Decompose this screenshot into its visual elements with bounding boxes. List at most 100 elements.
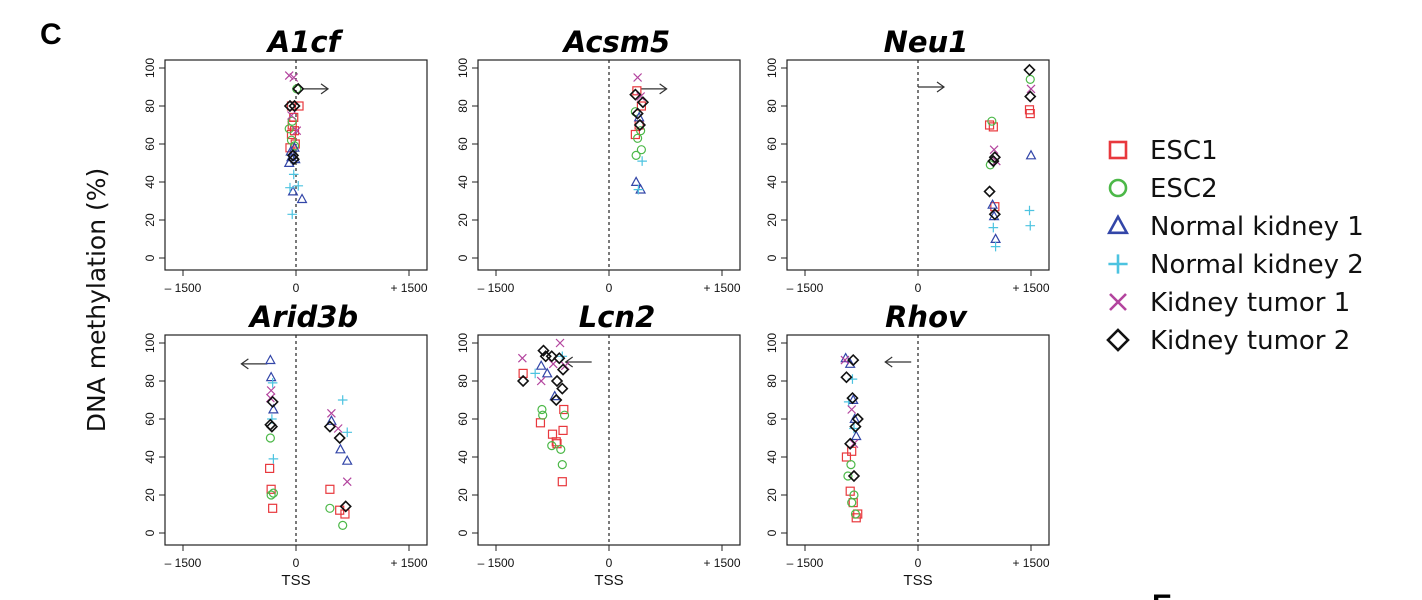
y-tick-label: 100: [143, 58, 157, 78]
y-tick-label: 80: [456, 99, 470, 113]
data-point: [559, 410, 570, 420]
data-point: [286, 149, 300, 162]
data-point: [289, 73, 299, 82]
series-kidney-tumor-1: [265, 386, 352, 487]
direction-arrow: [884, 356, 912, 368]
direction-arrow: [564, 356, 592, 368]
y-tick-label: 20: [143, 488, 157, 502]
legend-item: Normal kidney 1: [1107, 212, 1364, 242]
data-point: [987, 116, 997, 126]
data-point: [287, 185, 299, 196]
series-normal-kidney-2: [285, 169, 304, 220]
data-point: [988, 208, 1001, 221]
data-point: [518, 368, 528, 378]
series-kidney-tumor-2: [283, 82, 305, 166]
y-tick-label: 100: [765, 333, 779, 353]
y-tick-label: 60: [456, 137, 470, 151]
y-tick-label: 100: [456, 333, 470, 353]
plot-grid: A1cf 0 20 40 60 80 100 – 1500 0 + 1500 Acsm5 0 20 40 6…: [143, 25, 1050, 589]
legend-marker: [1109, 293, 1127, 311]
data-point: [293, 181, 304, 191]
data-point: [849, 420, 862, 433]
data-point: [557, 460, 567, 470]
series-kidney-tumor-2: [983, 63, 1037, 221]
y-tick-label: 60: [765, 137, 779, 151]
x-tick-label: – 1500: [787, 556, 824, 570]
y-tick-label: 40: [765, 175, 779, 189]
data-point: [547, 429, 558, 439]
data-point: [325, 503, 335, 513]
data-point: [1024, 90, 1037, 103]
plot-panel-arid3b: Arid3b 0 20 40 60 80 100 – 1500 0 + 1500 TSS: [143, 300, 428, 589]
direction-arrow: [640, 83, 668, 95]
data-point: [285, 182, 295, 193]
plot-title: Neu1: [884, 25, 969, 59]
data-point: [265, 463, 275, 473]
data-point: [555, 338, 565, 348]
data-point: [840, 355, 850, 365]
series-kidney-tumor-2: [516, 344, 570, 407]
x-tick-label: 0: [606, 556, 613, 570]
data-point: [637, 156, 647, 166]
legend-item: ESC2: [1108, 174, 1218, 204]
data-point: [287, 209, 298, 220]
data-point: [266, 395, 279, 409]
data-point: [265, 371, 277, 382]
direction-arrow: [918, 81, 946, 93]
legend-item: Kidney tumor 1: [1109, 288, 1350, 318]
y-tick-label: 40: [456, 175, 470, 189]
data-point: [286, 129, 297, 140]
y-tick-label: 80: [143, 99, 157, 113]
x-tick-label: 0: [915, 556, 922, 570]
y-tick-label: 80: [765, 374, 779, 388]
data-point: [287, 116, 297, 126]
data-point: [1025, 220, 1036, 231]
data-point: [847, 405, 857, 414]
series-normal-kidney-2: [988, 205, 1036, 252]
data-point: [850, 430, 862, 441]
legend-label: Kidney tumor 1: [1150, 288, 1350, 318]
data-point: [265, 433, 275, 443]
data-point: [989, 145, 999, 155]
data-point: [288, 169, 299, 180]
plot-panel-acsm5: Acsm5 0 20 40 60 80 100 – 1500 0 + 1500: [456, 25, 741, 295]
data-point: [333, 424, 343, 433]
data-point: [266, 490, 276, 500]
data-point: [629, 88, 642, 101]
data-point: [844, 437, 857, 450]
data-point: [326, 408, 336, 418]
data-point: [268, 488, 278, 498]
data-point: [633, 118, 647, 132]
y-tick-label: 0: [765, 254, 779, 261]
y-tick-label: 40: [143, 175, 157, 189]
y-tick-label: 0: [456, 529, 470, 536]
y-tick-label: 80: [765, 99, 779, 113]
data-point: [538, 410, 548, 420]
data-point: [535, 359, 547, 370]
x-tick-label: 0: [293, 281, 300, 295]
y-tick-label: 80: [143, 374, 157, 388]
x-tick-label: 0: [606, 281, 613, 295]
data-point: [847, 469, 861, 483]
y-tick-label: 0: [456, 254, 470, 261]
y-tick-label: 20: [456, 488, 470, 502]
x-axis-label: TSS: [594, 572, 623, 589]
y-tick-label: 60: [143, 137, 157, 151]
data-point: [841, 452, 852, 462]
data-point: [633, 184, 644, 195]
y-tick-label: 100: [143, 333, 157, 353]
series-esc2: [537, 404, 570, 470]
data-point: [1024, 205, 1035, 216]
direction-arrow: [302, 83, 330, 95]
data-point: [633, 133, 643, 143]
data-point: [636, 126, 646, 136]
data-point: [342, 477, 352, 487]
data-point: [325, 415, 337, 425]
data-point: [530, 368, 540, 379]
x-tick-label: 0: [293, 556, 300, 570]
data-point: [846, 460, 856, 470]
data-point: [535, 418, 546, 428]
x-tick-label: – 1500: [478, 556, 515, 570]
data-point: [547, 441, 557, 451]
data-point: [268, 503, 278, 513]
